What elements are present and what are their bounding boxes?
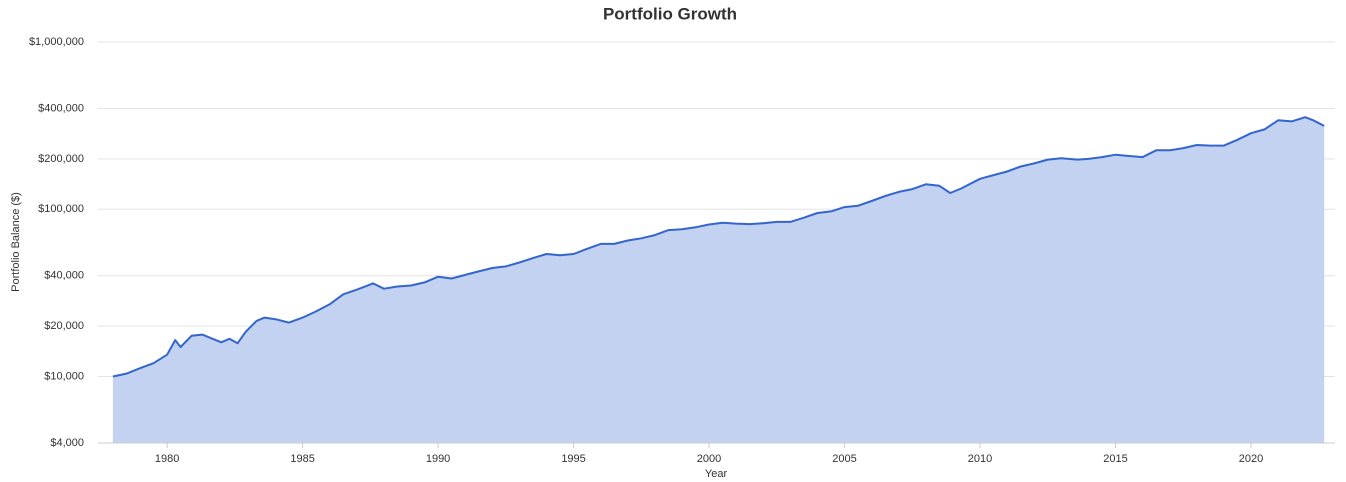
y-tick-label: $40,000: [44, 270, 84, 282]
x-tick-label: 2010: [968, 453, 992, 465]
y-tick-label: $200,000: [38, 153, 84, 165]
x-tick-label: 1980: [155, 453, 179, 465]
chart-title: Portfolio Growth: [603, 4, 737, 23]
x-tick-label: 1985: [290, 453, 314, 465]
line: [112, 116, 1325, 378]
y-tick-label: $20,000: [44, 320, 84, 332]
y-tick-label: $10,000: [44, 370, 84, 382]
area: [112, 117, 1325, 443]
y-tick-label: $400,000: [38, 102, 84, 114]
y-tick-label: $1,000,000: [29, 36, 84, 48]
y-tick-label: $100,000: [38, 203, 84, 215]
x-axis-label: Year: [705, 468, 728, 477]
y-tick-label: $4,000: [50, 437, 84, 449]
x-tick-label: 1995: [561, 453, 585, 465]
x-tick-label: 2000: [697, 453, 721, 465]
x-tick-label: 2020: [1239, 453, 1263, 465]
y-axis-label: Portfolio Balance ($): [10, 192, 22, 292]
x-tick-label: 2015: [1103, 453, 1127, 465]
x-tick-label: 2005: [832, 453, 856, 465]
x-tick-label: 1990: [426, 453, 450, 465]
